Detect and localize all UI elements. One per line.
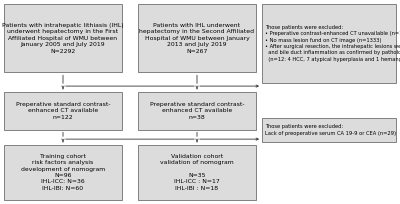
Text: Training cohort
risk factors analysis
development of nomogram
N=96
IHL-ICC: N=36: Training cohort risk factors analysis de…	[21, 154, 105, 191]
Text: Patients with intrahepatic lithiasis (IHL)
underwent hepatectomy in the First
Af: Patients with intrahepatic lithiasis (IH…	[2, 23, 124, 54]
FancyBboxPatch shape	[262, 4, 396, 83]
Text: Those patients were excluded:
• Preperative contrast-enhanced CT unavailable (n=: Those patients were excluded: • Preperat…	[265, 25, 400, 62]
Text: Preperative standard contrast-
enhanced CT available
n=122: Preperative standard contrast- enhanced …	[16, 102, 110, 120]
Text: Patients with IHL underwent
hepatectomy in the Second Affiliated
Hospital of WMU: Patients with IHL underwent hepatectomy …	[140, 23, 254, 54]
FancyBboxPatch shape	[4, 92, 122, 130]
FancyBboxPatch shape	[4, 4, 122, 72]
FancyBboxPatch shape	[4, 145, 122, 200]
FancyBboxPatch shape	[262, 118, 396, 142]
FancyBboxPatch shape	[138, 92, 256, 130]
Text: Validation cohort
validation of nomogram

N=35
IHL-ICC : N=17
IHL-IBI : N=18: Validation cohort validation of nomogram…	[160, 154, 234, 191]
FancyBboxPatch shape	[138, 4, 256, 72]
FancyBboxPatch shape	[138, 145, 256, 200]
Text: Those patients were excluded:
Lack of preoperative serum CA 19-9 or CEA (n=29): Those patients were excluded: Lack of pr…	[265, 124, 396, 136]
Text: Preperative standard contrast-
enhanced CT available
n=38: Preperative standard contrast- enhanced …	[150, 102, 244, 120]
